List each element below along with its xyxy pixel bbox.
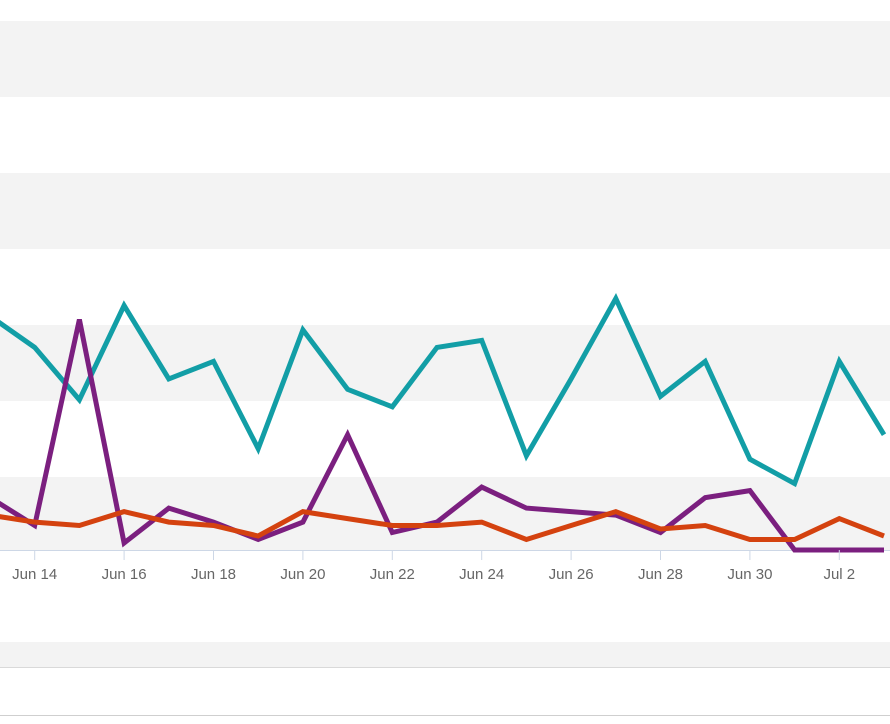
- data-point-orange[interactable]: [211, 523, 217, 529]
- data-point-teal[interactable]: [479, 337, 485, 343]
- data-point-orange[interactable]: [434, 523, 440, 529]
- x-tick-label: Jun 22: [370, 566, 415, 583]
- x-tick-label: Jun 28: [638, 566, 683, 583]
- grid-band: [0, 21, 890, 97]
- x-tick-label: Jun 18: [191, 566, 236, 583]
- x-tick-label: Jun 24: [459, 566, 504, 583]
- data-point-teal[interactable]: [702, 358, 708, 364]
- data-point-teal[interactable]: [434, 344, 440, 350]
- footer-divider: [0, 715, 890, 716]
- x-tick-label: Jun 16: [102, 566, 147, 583]
- data-point-purple[interactable]: [345, 432, 351, 438]
- series-line-teal: [0, 292, 887, 488]
- data-point-orange[interactable]: [613, 509, 619, 515]
- data-point-purple[interactable]: [792, 547, 798, 553]
- series-line-orange: [0, 508, 885, 543]
- data-point-orange[interactable]: [300, 509, 306, 515]
- data-point-orange[interactable]: [76, 523, 82, 529]
- x-tick-label: Jun 14: [12, 566, 57, 583]
- data-point-teal[interactable]: [121, 303, 127, 309]
- data-point-purple[interactable]: [166, 505, 172, 511]
- x-tick-label: Jul 2: [823, 566, 855, 583]
- data-point-teal[interactable]: [32, 344, 38, 350]
- data-point-orange[interactable]: [345, 516, 351, 522]
- x-tick-labels: Jun 14 Jun 16 Jun 18 Jun 20 Jun 22 Jun 24 Jun …: [12, 550, 855, 583]
- data-point-orange[interactable]: [166, 519, 172, 525]
- grid-bands: [0, 21, 890, 550]
- data-point-purple[interactable]: [300, 519, 306, 525]
- grid-band: [0, 325, 890, 401]
- data-point-orange[interactable]: [121, 509, 127, 515]
- data-point-purple[interactable]: [881, 547, 887, 553]
- data-point-teal[interactable]: [345, 386, 351, 392]
- data-point-teal[interactable]: [568, 376, 574, 382]
- data-point-orange[interactable]: [836, 516, 842, 522]
- data-point-purple[interactable]: [747, 488, 753, 494]
- data-point-orange[interactable]: [479, 519, 485, 525]
- data-point-orange[interactable]: [568, 523, 574, 529]
- data-point-teal[interactable]: [255, 446, 261, 452]
- data-point-orange[interactable]: [658, 526, 664, 532]
- data-point-purple[interactable]: [523, 505, 529, 511]
- data-point-teal[interactable]: [166, 376, 172, 382]
- data-point-teal[interactable]: [792, 481, 798, 487]
- data-point-orange[interactable]: [702, 523, 708, 529]
- data-point-purple[interactable]: [76, 317, 82, 323]
- x-tick-label: Jun 26: [549, 566, 594, 583]
- x-tick-label: Jun 30: [727, 566, 772, 583]
- data-point-teal[interactable]: [523, 453, 529, 459]
- data-point-orange[interactable]: [255, 533, 261, 539]
- data-point-teal[interactable]: [658, 393, 664, 399]
- data-point-orange[interactable]: [389, 523, 395, 529]
- data-point-teal[interactable]: [211, 358, 217, 364]
- data-point-purple[interactable]: [121, 540, 127, 546]
- data-point-teal[interactable]: [836, 358, 842, 364]
- data-point-purple[interactable]: [702, 495, 708, 501]
- series-line-purple: [0, 318, 884, 553]
- series-lines: [0, 292, 887, 553]
- data-point-teal[interactable]: [613, 296, 619, 302]
- data-point-teal[interactable]: [389, 404, 395, 410]
- data-point-orange[interactable]: [881, 533, 887, 539]
- footer-band: [0, 642, 890, 668]
- data-point-teal[interactable]: [881, 432, 887, 438]
- data-point-purple[interactable]: [389, 530, 395, 536]
- data-point-orange[interactable]: [32, 519, 38, 525]
- data-point-teal[interactable]: [747, 456, 753, 462]
- data-point-orange[interactable]: [523, 537, 529, 543]
- data-point-orange[interactable]: [747, 537, 753, 543]
- data-point-purple[interactable]: [568, 509, 574, 515]
- x-tick-label: Jun 20: [280, 566, 325, 583]
- grid-band: [0, 173, 890, 249]
- data-point-teal[interactable]: [76, 397, 82, 403]
- data-point-orange[interactable]: [792, 537, 798, 543]
- data-point-purple[interactable]: [479, 484, 485, 490]
- data-point-teal[interactable]: [300, 327, 306, 333]
